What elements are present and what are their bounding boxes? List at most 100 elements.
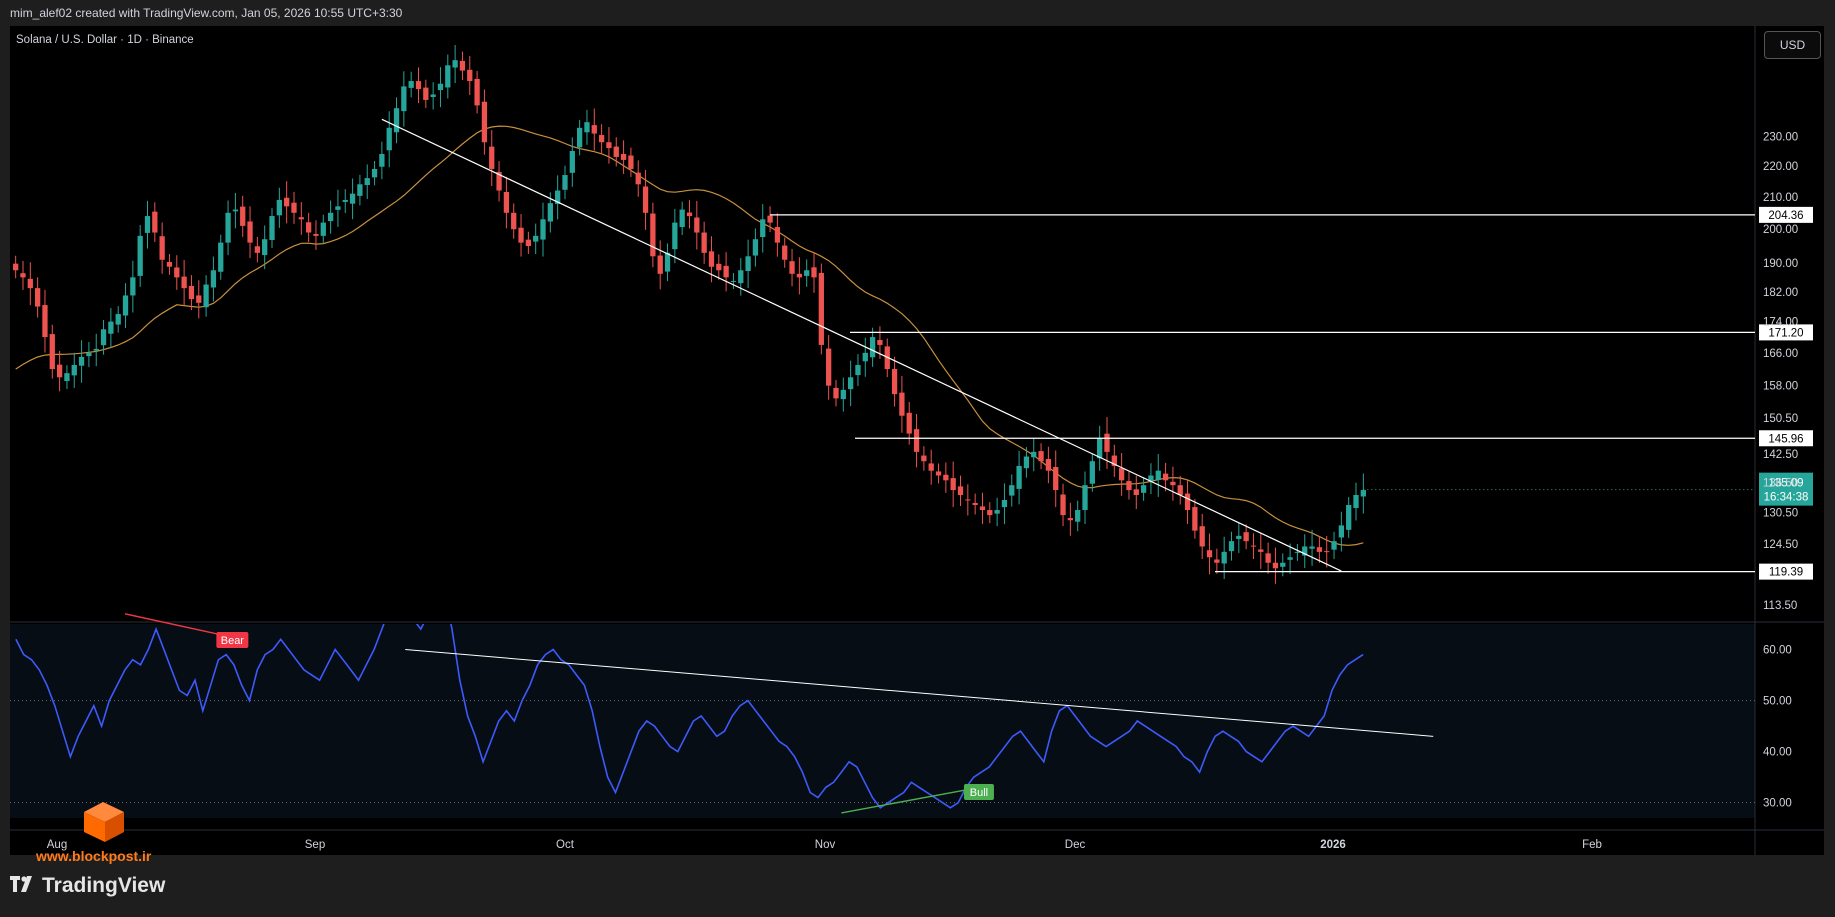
candle-body bbox=[174, 267, 180, 278]
time-tick-label: Feb bbox=[1582, 839, 1602, 851]
grid-layer bbox=[10, 26, 1824, 855]
rsi-tick-label: 40.00 bbox=[1763, 747, 1792, 759]
bull-label: Bull bbox=[970, 787, 988, 799]
candle-body bbox=[664, 252, 671, 272]
candle-body bbox=[1162, 473, 1169, 481]
price-tick-label: 130.50 bbox=[1763, 508, 1798, 520]
candle-body bbox=[730, 280, 737, 282]
candle-body bbox=[166, 261, 173, 267]
candle-body bbox=[840, 389, 846, 400]
candle-body bbox=[489, 146, 495, 169]
candle-body bbox=[247, 221, 253, 243]
candle-body bbox=[642, 186, 649, 213]
candle-body bbox=[1089, 461, 1095, 484]
candle-body bbox=[71, 364, 77, 376]
chart-credit: mim_alef02 created with TradingView.com,… bbox=[10, 6, 403, 20]
last-price-tag bbox=[1759, 472, 1813, 506]
candle-body bbox=[1111, 455, 1117, 466]
candle-body bbox=[811, 267, 817, 278]
candle-body bbox=[379, 153, 385, 167]
candle-body bbox=[613, 146, 619, 157]
level-price-tag bbox=[1759, 430, 1813, 447]
symbol-title: Solana / U.S. Dollar · 1D · Binance bbox=[16, 34, 194, 46]
currency-button[interactable]: USD bbox=[1764, 31, 1821, 59]
candle-body bbox=[1053, 467, 1059, 491]
candle-body bbox=[1199, 526, 1205, 547]
time-tick-label: Aug bbox=[47, 839, 67, 851]
price-tick-label: 220.00 bbox=[1763, 161, 1798, 173]
candle-body bbox=[694, 217, 700, 233]
candle-body bbox=[210, 270, 217, 288]
candle-body bbox=[1360, 490, 1366, 497]
candle-body bbox=[401, 86, 407, 112]
bear-label: Bear bbox=[221, 635, 245, 647]
candle-body bbox=[1140, 485, 1147, 493]
rsi-tick-label: 60.00 bbox=[1763, 645, 1792, 657]
candles-layer bbox=[13, 45, 1366, 584]
candle-body bbox=[686, 212, 693, 217]
candle-body bbox=[1184, 493, 1191, 511]
candle-body bbox=[525, 239, 532, 246]
cube-left bbox=[84, 812, 105, 842]
candle-body bbox=[943, 474, 949, 481]
candle-body bbox=[122, 295, 129, 316]
tradingview-logo[interactable]: TradingView bbox=[10, 874, 165, 898]
candle-body bbox=[100, 329, 107, 346]
candle-body bbox=[481, 101, 488, 143]
candle-body bbox=[393, 108, 400, 133]
candle-body bbox=[723, 265, 729, 278]
candle-body bbox=[1309, 546, 1315, 549]
candle-body bbox=[1236, 535, 1242, 539]
candle-body bbox=[13, 263, 19, 271]
candle-body bbox=[789, 261, 795, 274]
candle-body bbox=[511, 212, 517, 230]
candle-body bbox=[1009, 485, 1015, 496]
bull-divergence-line bbox=[841, 789, 967, 814]
candle-body bbox=[152, 211, 158, 233]
candle-body bbox=[562, 175, 568, 190]
candle-body bbox=[738, 270, 744, 284]
candle-body bbox=[569, 151, 575, 173]
candle-body bbox=[672, 222, 678, 250]
candle-body bbox=[657, 255, 663, 274]
time-tick-label: Oct bbox=[556, 839, 575, 851]
candle-body bbox=[320, 222, 326, 236]
candle-body bbox=[518, 227, 524, 243]
candle-body bbox=[1258, 549, 1264, 552]
candle-body bbox=[437, 83, 444, 91]
candle-body bbox=[921, 455, 927, 462]
candle-body bbox=[950, 478, 956, 491]
candle-body bbox=[1045, 459, 1052, 471]
candle-body bbox=[782, 245, 788, 260]
level-price-label: 119.39 bbox=[1769, 567, 1803, 579]
candle-body bbox=[240, 206, 246, 226]
levels-layer: 204.36 171.20 145.96 119.39 135.09 16:34:38 bbox=[381, 118, 1813, 580]
candle-body bbox=[196, 295, 202, 303]
price-tick-label: 182.00 bbox=[1763, 287, 1798, 299]
candle-body bbox=[305, 222, 312, 233]
candle-body bbox=[203, 284, 209, 308]
candle-body bbox=[130, 277, 136, 296]
candle-body bbox=[27, 278, 33, 289]
candle-body bbox=[869, 337, 876, 358]
candle-body bbox=[423, 87, 429, 100]
level-price-label: 145.96 bbox=[1768, 433, 1803, 445]
candle-body bbox=[533, 235, 539, 242]
candle-body bbox=[891, 369, 898, 395]
candle-body bbox=[1126, 481, 1132, 491]
cube-right bbox=[105, 812, 124, 842]
rsi-tick-label: 50.00 bbox=[1763, 696, 1792, 708]
time-tick-label: Dec bbox=[1065, 839, 1086, 851]
candle-body bbox=[1338, 525, 1345, 538]
time-tick-label: Nov bbox=[815, 839, 836, 851]
rsi-pane bbox=[10, 624, 1755, 818]
candle-body bbox=[144, 216, 151, 233]
price-tick-label: 158.00 bbox=[1763, 381, 1798, 393]
price-tick-label: 150.50 bbox=[1763, 413, 1798, 425]
candle-body bbox=[679, 209, 685, 228]
candle-body bbox=[430, 94, 436, 97]
candle-body bbox=[1038, 451, 1044, 462]
candle-body bbox=[701, 232, 707, 253]
moving-average-line bbox=[15, 125, 1364, 546]
